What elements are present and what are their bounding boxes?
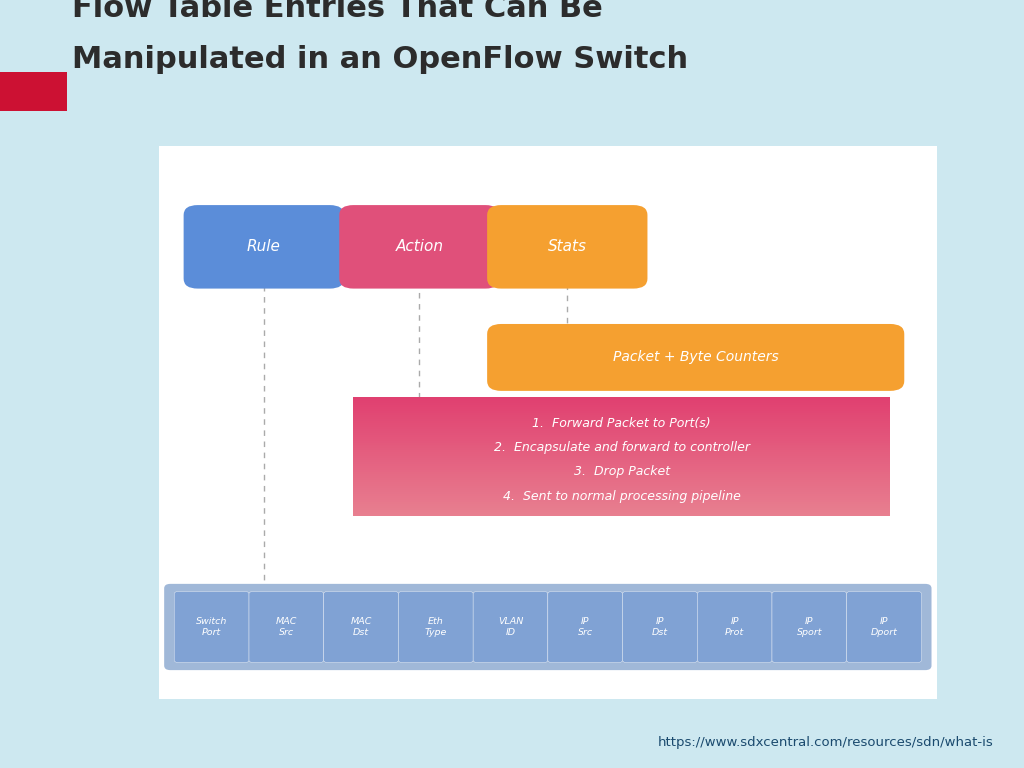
Bar [353,417,890,419]
Bar [353,458,890,461]
Text: IP
Prot: IP Prot [725,617,744,637]
Text: IP
Dport: IP Dport [870,617,897,637]
Bar [353,451,890,453]
Bar [353,446,890,449]
Bar [353,512,890,515]
Bar [353,415,890,417]
Bar [353,405,890,408]
FancyBboxPatch shape [623,591,697,662]
Bar [353,470,890,473]
Bar [353,421,890,423]
Bar [353,468,890,471]
Text: Stats: Stats [548,240,587,254]
FancyBboxPatch shape [548,591,623,662]
FancyBboxPatch shape [487,205,647,289]
FancyBboxPatch shape [697,591,772,662]
Bar [353,456,890,459]
Bar [353,510,890,512]
Bar [353,514,890,516]
Text: 4.  Sent to normal processing pipeline: 4. Sent to normal processing pipeline [503,489,740,502]
Bar [353,431,890,433]
Bar [353,486,890,488]
Bar [353,419,890,422]
Bar [353,425,890,427]
Bar [353,435,890,437]
FancyBboxPatch shape [398,591,473,662]
FancyBboxPatch shape [143,135,952,710]
Bar [353,413,890,415]
Bar [353,476,890,478]
Text: IP
Src: IP Src [578,617,593,637]
Text: https://www.sdxcentral.com/resources/sdn/what-is: https://www.sdxcentral.com/resources/sdn… [657,736,993,749]
FancyBboxPatch shape [174,591,249,662]
Bar [353,504,890,507]
FancyBboxPatch shape [772,591,847,662]
Bar [353,478,890,481]
Bar [353,482,890,485]
Bar [353,403,890,406]
Bar [353,409,890,412]
Text: Packet + Byte Counters: Packet + Byte Counters [612,350,778,365]
Bar [353,411,890,413]
Bar [353,472,890,475]
Bar [353,480,890,483]
Bar [353,429,890,431]
Bar [353,407,890,409]
Bar [353,422,890,425]
Bar [353,484,890,487]
Bar [353,488,890,491]
FancyBboxPatch shape [164,584,932,670]
Bar [353,492,890,495]
Bar [353,506,890,508]
Bar [353,494,890,497]
Text: IP
Dst: IP Dst [652,617,668,637]
Bar [353,399,890,402]
Text: VLAN
ID: VLAN ID [498,617,523,637]
Bar [353,436,890,439]
Bar [353,462,890,465]
Text: IP
Sport: IP Sport [797,617,822,637]
Bar [353,502,890,505]
Text: 2.  Encapsulate and forward to controller: 2. Encapsulate and forward to controller [494,441,750,454]
Text: Manipulated in an OpenFlow Switch: Manipulated in an OpenFlow Switch [72,45,688,74]
Bar [353,508,890,511]
Bar [353,445,890,447]
Bar [353,452,890,455]
Bar [353,466,890,468]
Bar [353,439,890,441]
FancyBboxPatch shape [249,591,324,662]
Text: MAC
Dst: MAC Dst [350,617,372,637]
Bar [353,401,890,403]
Bar [353,432,890,435]
Bar [353,449,890,451]
Bar [353,465,890,467]
Bar [353,475,890,477]
Text: Flow Table Entries That Can Be: Flow Table Entries That Can Be [72,0,602,23]
Text: Eth
Type: Eth Type [425,617,446,637]
Bar [353,496,890,498]
Bar [353,397,890,399]
Bar [353,500,890,502]
Bar [353,455,890,457]
Bar [353,460,890,463]
FancyBboxPatch shape [487,324,904,391]
FancyBboxPatch shape [847,591,922,662]
Bar [0,72,67,111]
FancyBboxPatch shape [473,591,548,662]
FancyBboxPatch shape [339,205,500,289]
Text: MAC
Src: MAC Src [275,617,297,637]
Text: 1.  Forward Packet to Port(s): 1. Forward Packet to Port(s) [532,417,711,430]
Bar [353,441,890,443]
FancyBboxPatch shape [183,205,344,289]
Text: Switch
Port: Switch Port [196,617,227,637]
FancyBboxPatch shape [324,591,398,662]
Text: Rule: Rule [247,240,281,254]
Text: 3.  Drop Packet: 3. Drop Packet [573,465,670,478]
Bar [353,498,890,501]
Bar [353,490,890,492]
Text: Action: Action [395,240,443,254]
Bar [353,427,890,429]
Bar [353,442,890,445]
